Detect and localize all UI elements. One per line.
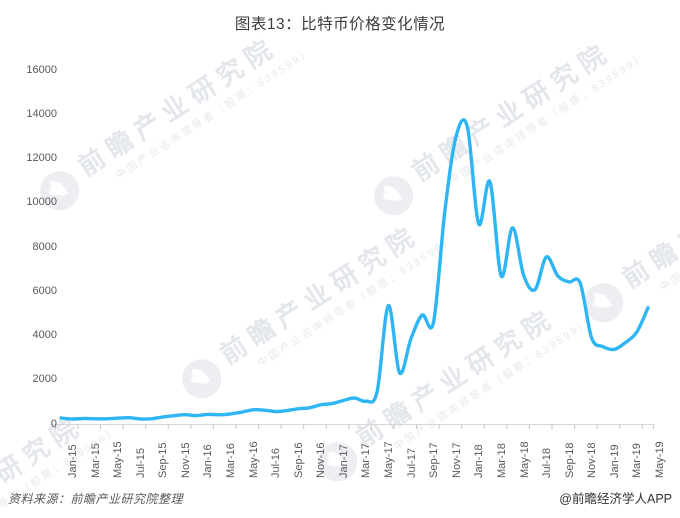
y-axis-tick-label: 6000 [32,284,57,297]
x-axis-tick-label: Sep-15 [157,442,170,478]
x-axis-tick-label: Sep-18 [563,442,576,478]
y-axis-tick-label: 14000 [26,107,57,120]
x-axis-tick-label: Jul-15 [134,448,147,478]
x-axis-tick-label: Jul-16 [270,448,283,478]
chart-footer: 资料来源：前瞻产业研究院整理 @前瞻经济学人APP [8,488,672,507]
x-axis-tick-label: Mar-17 [360,443,373,478]
x-axis-tick-label: Jan-18 [473,444,486,478]
y-axis-tick-label: 8000 [32,240,57,253]
x-axis-tick-label: Nov-16 [315,442,328,478]
x-axis-tick-label: May-19 [653,441,666,478]
price-line [59,118,650,421]
x-axis-tick-label: Mar-19 [631,443,644,478]
x-axis-tick-label: Nov-15 [179,442,192,478]
x-axis-tick-label: Jul-17 [405,448,418,478]
y-axis-tick-label: 10000 [26,196,57,209]
y-axis-tick-label: 4000 [32,329,57,341]
x-axis-tick-label: Jan-16 [202,444,215,478]
x-axis-tick-label: Sep-17 [428,442,441,478]
chart-title: 图表13：比特币价格变化情况 [234,16,446,33]
x-axis-tick-label: Nov-18 [586,442,599,478]
source-note: 资料来源：前瞻产业研究院整理 [8,492,184,506]
x-axis-tick-label: May-16 [247,441,260,478]
x-axis-tick-label: Mar-15 [89,443,102,478]
x-axis-tick-label: May-18 [518,441,531,478]
y-axis-tick-label: 0 [50,417,57,430]
x-axis-tick-label: Jan-19 [608,444,621,478]
x-axis-tick-label: Jan-17 [337,444,350,478]
x-axis-tick-label: Mar-16 [225,443,238,478]
x-axis-tick-label: Sep-16 [292,442,305,478]
x-axis-tick-label: May-15 [112,441,125,478]
y-axis-tick-label: 12000 [26,152,57,164]
y-axis-tick-label: 16000 [26,63,57,76]
x-axis-tick-label: Jul-18 [541,448,554,478]
y-axis-tick-label: 2000 [32,373,57,386]
app-credit: @前瞻经济学人APP [559,492,672,506]
x-axis-tick-label: Jan-15 [67,444,79,478]
x-axis-tick-label: Mar-18 [495,443,508,478]
x-axis-tick-label: May-17 [383,441,396,478]
x-axis-tick-label: Nov-17 [450,442,463,478]
